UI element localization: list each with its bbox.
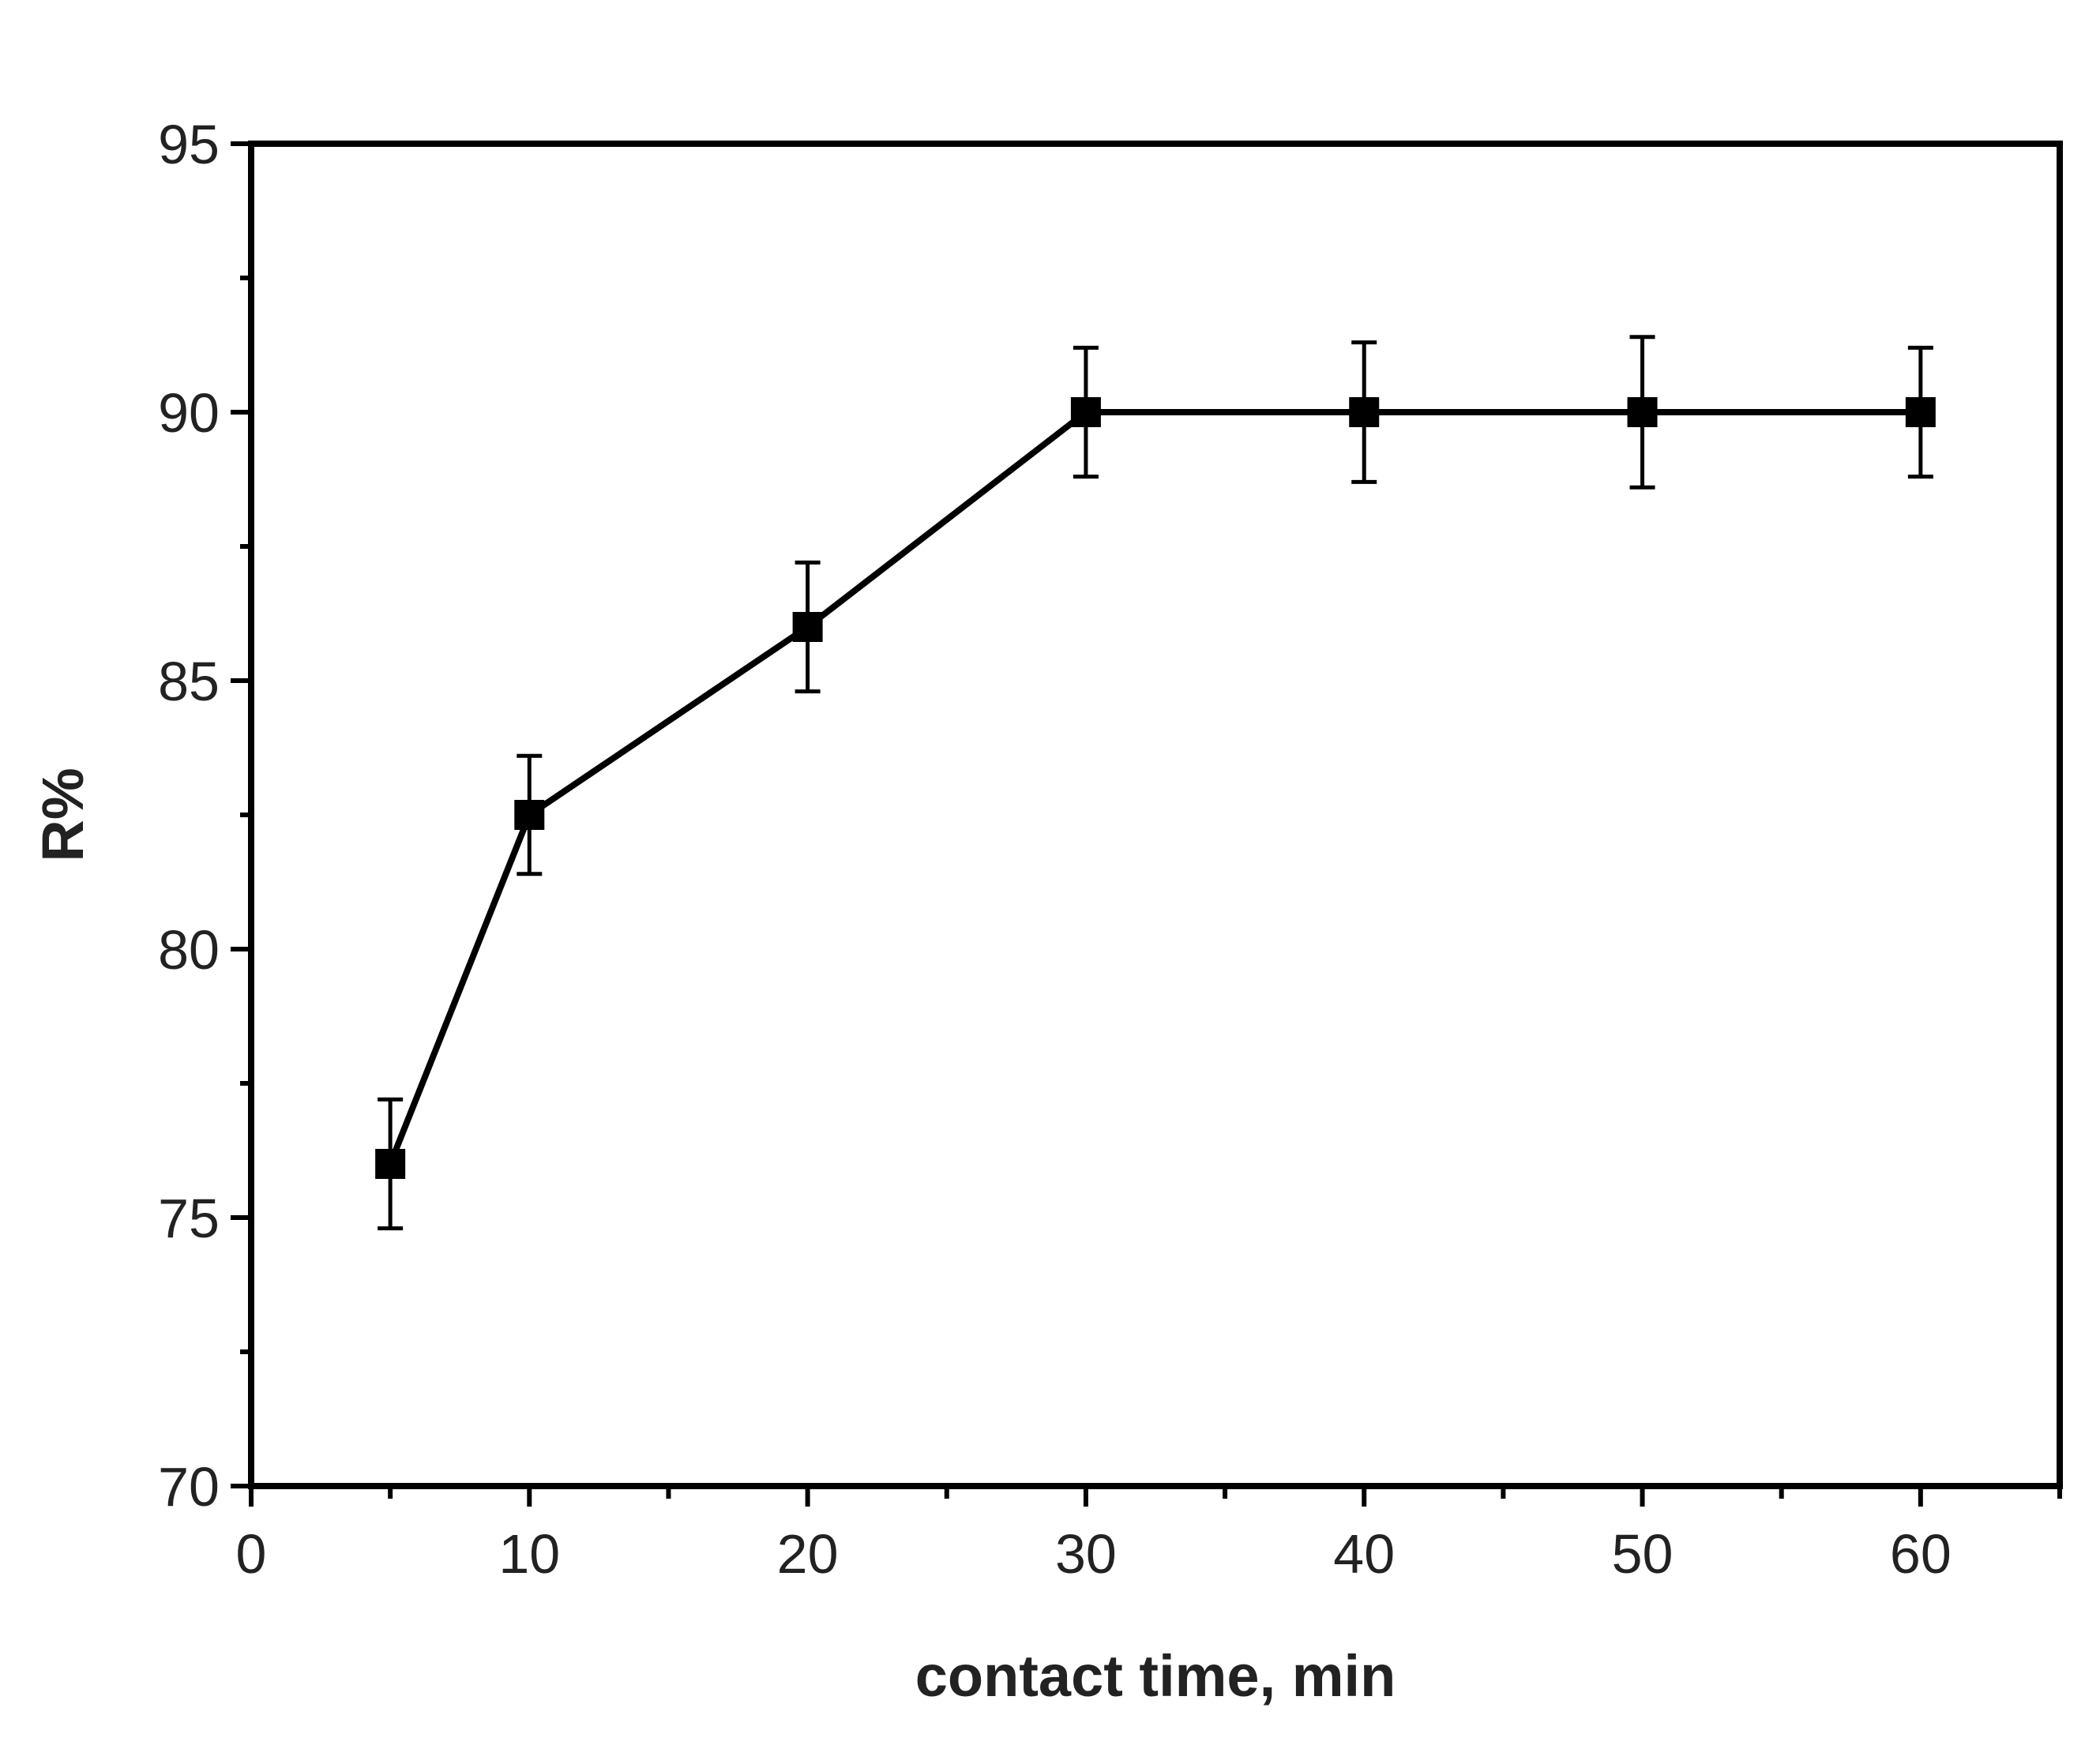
x-tick-label: 0 <box>236 1523 267 1585</box>
x-axis-ticks: 0 10 20 30 40 50 60 <box>236 1486 2062 1585</box>
x-tick-label: 10 <box>498 1523 560 1585</box>
y-tick-label: 75 <box>158 1188 220 1249</box>
x-tick-label: 60 <box>1890 1523 1952 1585</box>
data-point <box>514 800 545 830</box>
x-tick-label: 40 <box>1333 1523 1395 1585</box>
y-tick-label: 70 <box>158 1456 220 1518</box>
data-point <box>375 1149 406 1179</box>
y-tick-label: 80 <box>158 919 220 981</box>
data-point <box>1349 397 1380 427</box>
x-tick-label: 20 <box>777 1523 839 1585</box>
data-point <box>1070 397 1101 427</box>
data-point <box>1627 397 1658 427</box>
x-tick-label: 30 <box>1055 1523 1117 1585</box>
data-point <box>792 612 823 642</box>
y-tick-label: 90 <box>158 382 220 444</box>
x-tick-label: 50 <box>1612 1523 1674 1585</box>
series-line <box>387 409 1921 1165</box>
data-point <box>1905 397 1936 427</box>
y-tick-label: 95 <box>158 114 220 175</box>
series-layer <box>375 335 1936 1231</box>
y-tick-label: 85 <box>158 651 220 712</box>
y-axis-title: R% <box>30 768 96 861</box>
y-axis-ticks: 70 75 80 85 90 95 <box>158 114 251 1518</box>
x-axis-title: contact time, min <box>915 1643 1396 1709</box>
